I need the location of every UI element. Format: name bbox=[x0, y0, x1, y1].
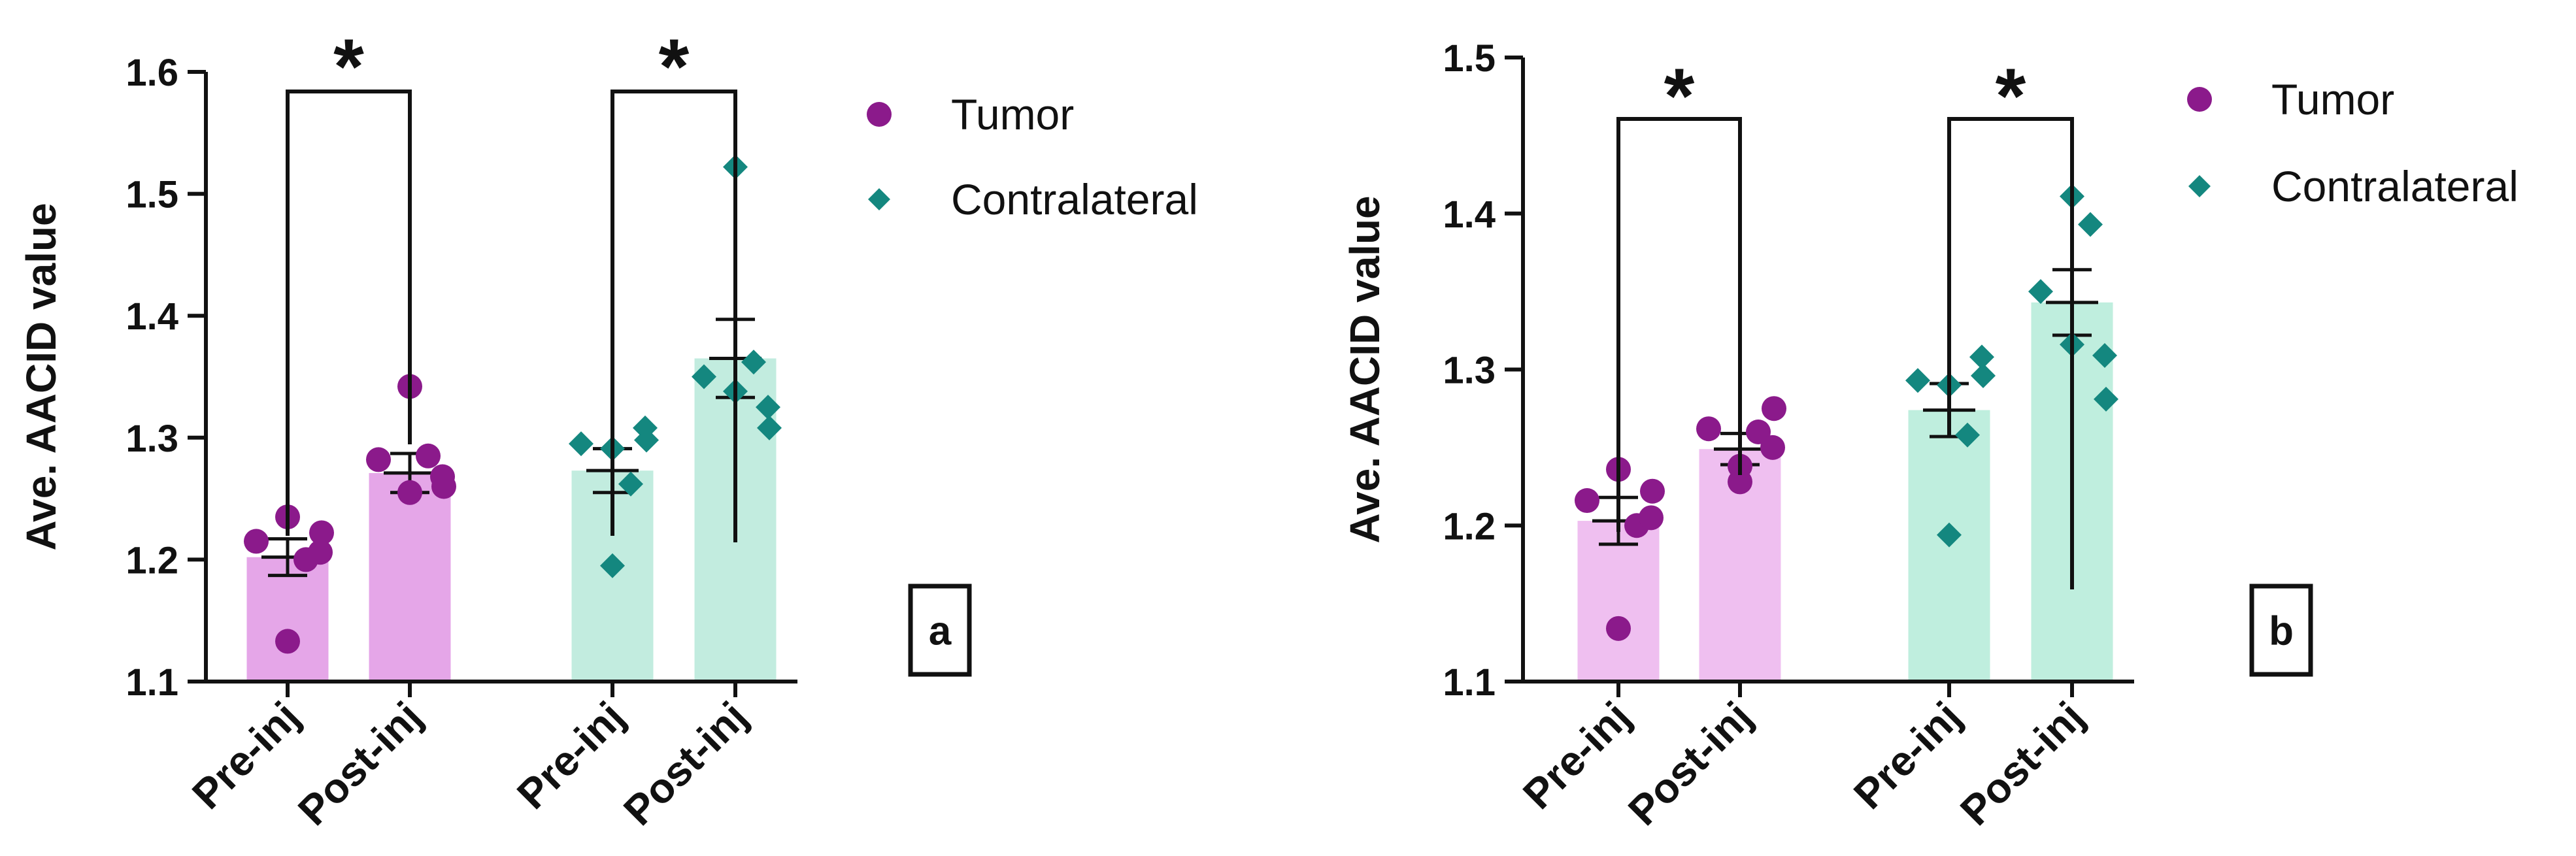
legend-marker-tumor bbox=[2187, 87, 2212, 112]
x-category-label: Pre-inj bbox=[183, 693, 309, 818]
data-point bbox=[1969, 344, 1994, 370]
data-point bbox=[397, 480, 422, 505]
data-point bbox=[618, 471, 643, 497]
significance-star: * bbox=[659, 23, 690, 110]
data-point bbox=[1937, 522, 1962, 548]
data-point bbox=[600, 553, 625, 578]
data-point bbox=[1905, 368, 1930, 393]
legend-label-tumor: Tumor bbox=[2271, 75, 2394, 123]
y-tick-label: 1.5 bbox=[1443, 37, 1496, 80]
data-point bbox=[244, 529, 269, 554]
legend-label-contralateral: Contralateral bbox=[2271, 162, 2518, 210]
data-point bbox=[1639, 505, 1664, 531]
significance-star: * bbox=[333, 23, 364, 110]
data-point bbox=[366, 447, 391, 472]
y-tick-label: 1.1 bbox=[125, 661, 178, 704]
data-point bbox=[1746, 420, 1771, 444]
significance-bracket bbox=[611, 90, 737, 542]
y-tick-label: 1.6 bbox=[125, 52, 178, 94]
bar-tumor-pre-inj bbox=[1577, 521, 1660, 682]
y-tick-label: 1.3 bbox=[125, 418, 178, 460]
significance-bracket bbox=[1947, 117, 2074, 589]
x-category-label: Post-inj bbox=[289, 693, 431, 834]
legend-marker-tumor bbox=[867, 102, 892, 127]
x-category-label: Post-inj bbox=[1951, 693, 2093, 834]
panel-label: a bbox=[929, 609, 952, 654]
data-point bbox=[1640, 478, 1665, 504]
x-category-label: Pre-inj bbox=[508, 693, 633, 818]
data-point bbox=[569, 431, 594, 457]
y-axis-title: Ave. AACID value bbox=[18, 203, 65, 550]
significance-star: * bbox=[1664, 52, 1695, 140]
data-point bbox=[756, 395, 780, 420]
data-point bbox=[741, 350, 766, 375]
data-point bbox=[1955, 422, 1980, 448]
data-point bbox=[2078, 212, 2103, 237]
bar-tumor-post-inj bbox=[369, 472, 451, 682]
legend-marker-contralateral bbox=[2188, 175, 2211, 197]
data-point bbox=[2092, 343, 2117, 369]
y-tick-label: 1.2 bbox=[125, 539, 178, 582]
y-axis-title: Ave. AACID value bbox=[1341, 195, 1388, 543]
data-point bbox=[1971, 363, 1996, 389]
panel-label-box bbox=[2249, 584, 2313, 677]
y-tick-label: 1.2 bbox=[1443, 505, 1496, 548]
data-point bbox=[633, 415, 658, 440]
data-point bbox=[308, 540, 333, 565]
legend-label-tumor: Tumor bbox=[951, 90, 1074, 139]
panel-label-box bbox=[908, 584, 972, 677]
x-category-label: Pre-inj bbox=[1845, 693, 1970, 818]
data-point bbox=[692, 364, 716, 389]
significance-bracket bbox=[1616, 117, 1742, 532]
significance-bracket bbox=[286, 90, 412, 536]
data-point bbox=[1760, 435, 1785, 460]
y-tick-label: 1.4 bbox=[125, 295, 178, 338]
data-point bbox=[2028, 279, 2053, 305]
y-tick-label: 1.4 bbox=[1443, 193, 1496, 236]
x-category-label: Post-inj bbox=[614, 693, 756, 834]
data-point bbox=[416, 443, 441, 469]
legend: Tumor Contralateral bbox=[867, 90, 1198, 223]
data-point bbox=[1575, 488, 1599, 514]
panel-label: b bbox=[2269, 609, 2294, 654]
data-point bbox=[757, 415, 782, 440]
bar-tumor-pre-inj bbox=[246, 557, 329, 682]
data-point bbox=[1606, 616, 1631, 641]
legend-label-contralateral: Contralateral bbox=[951, 175, 1198, 223]
y-tick-label: 1.3 bbox=[1443, 350, 1496, 392]
y-tick-label: 1.1 bbox=[1443, 661, 1496, 704]
significance-star: * bbox=[1996, 52, 2026, 140]
data-point bbox=[2094, 386, 2118, 412]
data-point bbox=[275, 629, 300, 654]
x-category-label: Post-inj bbox=[1619, 693, 1761, 834]
error-bar bbox=[261, 537, 314, 578]
data-point bbox=[1762, 396, 1786, 421]
legend-marker-contralateral bbox=[868, 188, 890, 210]
data-point bbox=[430, 464, 455, 489]
data-point bbox=[309, 520, 334, 546]
data-point bbox=[1696, 416, 1721, 442]
y-tick-label: 1.5 bbox=[125, 174, 178, 216]
legend: Tumor Contralateral bbox=[2187, 75, 2518, 210]
